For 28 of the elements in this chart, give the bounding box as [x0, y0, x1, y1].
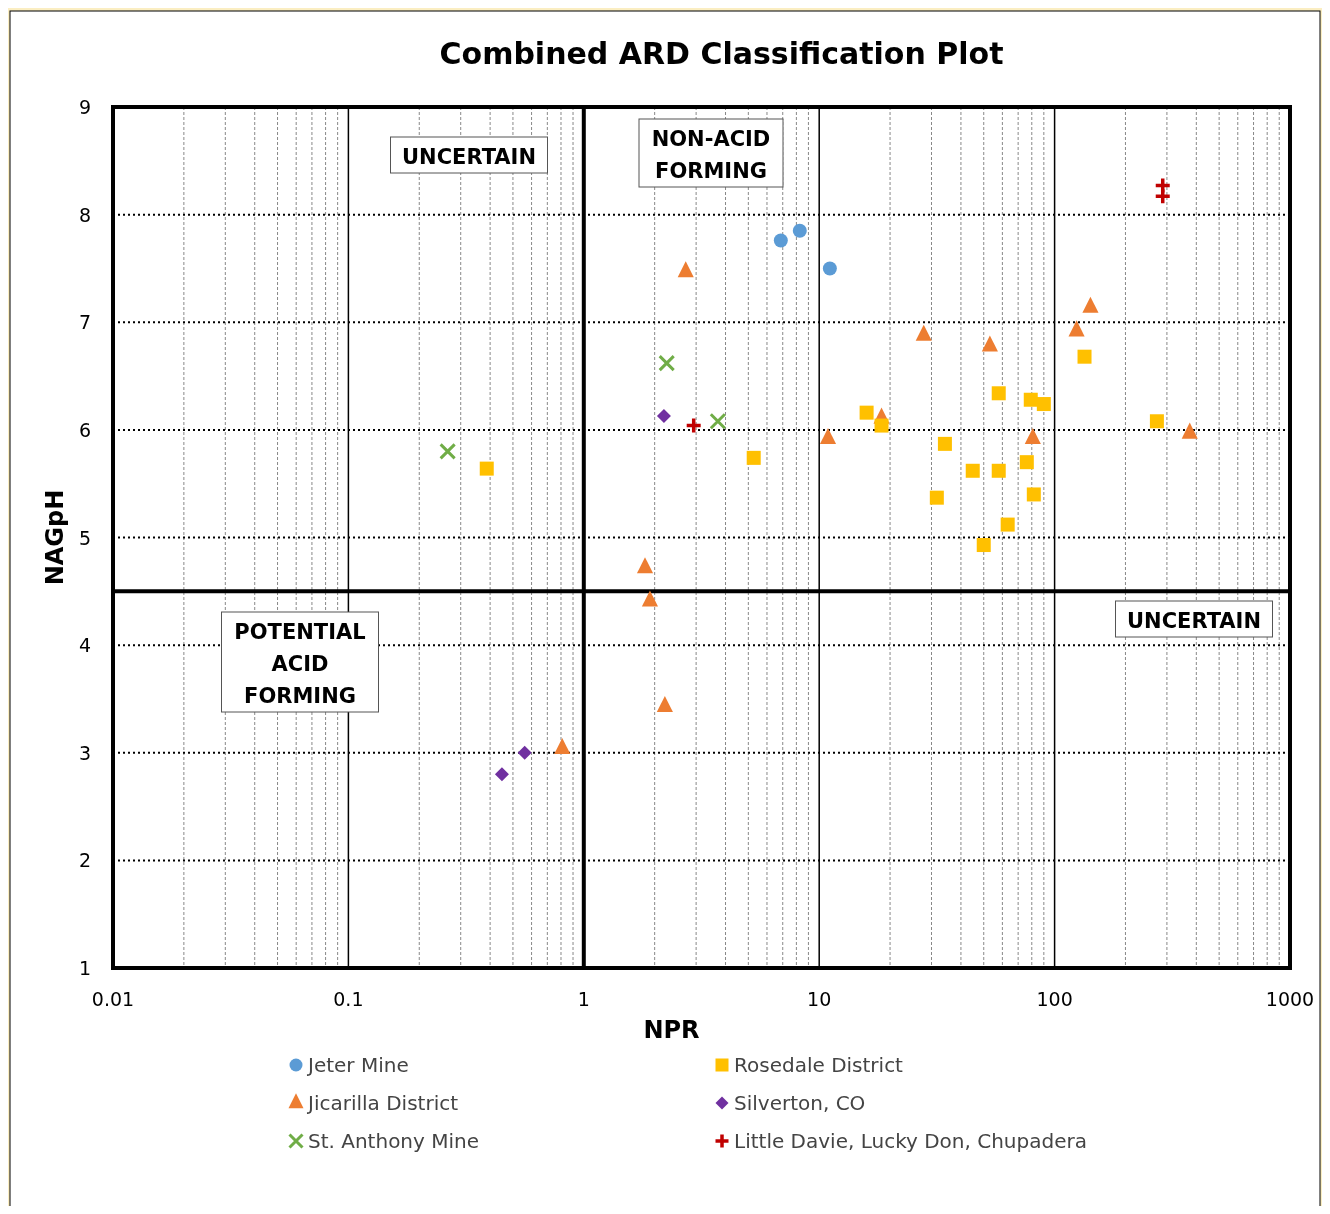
legend-label: Rosedale District	[734, 1053, 904, 1077]
annotation: UNCERTAIN	[402, 145, 536, 169]
y-tick-label: 6	[78, 418, 91, 441]
y-tick-label: 3	[78, 741, 91, 764]
legend-label: Silverton, CO	[734, 1091, 866, 1115]
y-tick-label: 8	[78, 203, 91, 226]
x-tick-label: 100	[1036, 988, 1073, 1010]
y-tick-label: 4	[78, 634, 91, 657]
x-tick-label: 1	[577, 988, 590, 1010]
y-tick-label: 5	[78, 526, 91, 549]
x-tick-label: 10	[807, 988, 832, 1010]
y-tick-label: 7	[78, 311, 91, 334]
chart-title: Combined ARD Classification Plot	[439, 36, 1004, 71]
x-axis-title: NPR	[643, 1016, 700, 1044]
annotation: POTENTIAL ACID FORMING	[234, 620, 366, 708]
x-tick-label: 1000	[1265, 988, 1315, 1010]
y-tick-label: 1	[78, 957, 91, 979]
y-tick-label: 9	[78, 96, 91, 118]
annotation: UNCERTAIN	[1127, 609, 1261, 633]
legend-label: Little Davie, Lucky Don, Chupadera	[734, 1129, 1087, 1153]
y-tick-label: 2	[78, 849, 91, 872]
legend-label: St. Anthony Mine	[308, 1129, 480, 1153]
legend-label: Jicarilla District	[306, 1091, 459, 1115]
x-tick-label: 0.01	[91, 988, 135, 1010]
x-tick-label: 0.1	[333, 988, 364, 1010]
legend-label: Jeter Mine	[306, 1053, 409, 1077]
annotation: NON-ACID FORMING	[651, 127, 771, 183]
y-axis-title: NAGpH	[41, 489, 69, 586]
